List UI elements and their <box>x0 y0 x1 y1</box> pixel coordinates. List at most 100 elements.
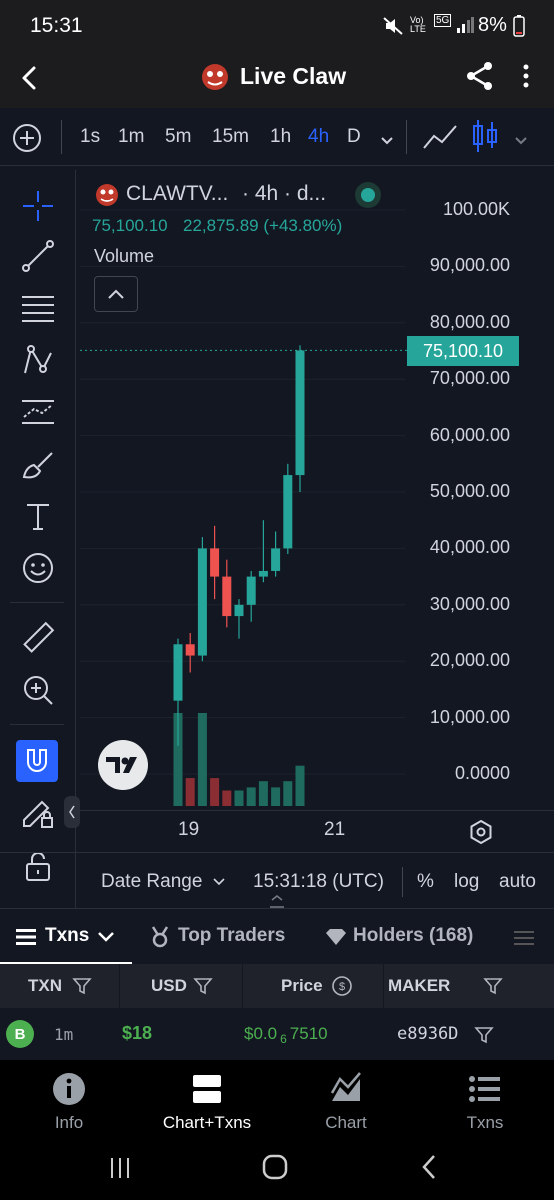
magnet-tool-active[interactable] <box>16 740 58 782</box>
candlestick-icon[interactable] <box>470 118 500 156</box>
zoom-tool[interactable] <box>18 670 58 710</box>
collapse-legend-button[interactable] <box>94 276 138 312</box>
candle-body <box>283 475 293 549</box>
list-icon <box>16 929 36 945</box>
volume-bar <box>185 778 195 806</box>
tab-top-traders[interactable]: Top Traders <box>146 909 306 965</box>
more-tabs-icon[interactable] <box>512 929 536 947</box>
candle-body <box>173 644 183 701</box>
legend-price: 75,100.10 <box>92 216 168 235</box>
percent-scale-toggle[interactable]: % <box>417 871 434 892</box>
data-tabs: Txns Top Traders Holders (168) <box>0 908 554 965</box>
collapse-sidebar-icon[interactable] <box>64 796 80 828</box>
text-tool[interactable] <box>18 496 58 536</box>
y-axis-label: 20,000.00 <box>429 650 510 671</box>
chart-settings-icon[interactable] <box>468 819 494 845</box>
back-arrow-icon[interactable] <box>16 64 44 92</box>
add-indicator-icon[interactable] <box>12 123 42 153</box>
mute-icon <box>383 17 403 35</box>
tf-D[interactable]: D <box>347 126 361 147</box>
y-axis-label: 0.0000 <box>454 763 510 783</box>
prediction-tool[interactable] <box>18 392 58 432</box>
tab-txns[interactable]: Txns <box>0 909 132 965</box>
txn-usd: $18 <box>122 1023 153 1043</box>
recent-apps-icon[interactable] <box>106 1154 134 1182</box>
crosshair-tool[interactable] <box>18 186 58 226</box>
lock-drawings-tool[interactable] <box>18 792 58 832</box>
tf-4h-active[interactable]: 4h <box>308 126 330 147</box>
filter-icon[interactable] <box>193 976 213 996</box>
y-axis-label: 80,000.00 <box>429 311 510 332</box>
tradingview-logo[interactable] <box>98 740 148 790</box>
candle-body <box>246 576 256 605</box>
fib-tool[interactable] <box>18 288 58 328</box>
tf-1s[interactable]: 1s <box>80 126 101 147</box>
candle-body <box>185 644 195 656</box>
home-icon[interactable] <box>260 1152 290 1182</box>
table-row[interactable]: B 1m $18 $0.0 6 7510 e8936D <box>0 1008 554 1062</box>
volume-bar <box>271 787 281 806</box>
y-axis-label: 90,000.00 <box>429 255 510 276</box>
magnet-icon <box>27 749 47 772</box>
area-chart-icon <box>330 1072 361 1101</box>
tab-holders[interactable]: Holders (168) <box>324 909 494 965</box>
nav-info[interactable]: Info <box>0 1060 138 1144</box>
pattern-tool[interactable] <box>18 340 58 380</box>
filter-icon[interactable] <box>474 1025 494 1045</box>
token-logo-icon <box>202 64 228 90</box>
forecast-icon <box>22 400 54 424</box>
col-price[interactable]: Price $ <box>244 964 384 1008</box>
tf-5m[interactable]: 5m <box>165 126 192 147</box>
unlock-tool[interactable] <box>18 846 58 886</box>
txn-maker[interactable]: e8936D <box>397 1024 459 1044</box>
volume-label: Volume <box>94 246 155 266</box>
auto-scale-toggle[interactable]: auto <box>499 871 536 892</box>
filter-icon[interactable] <box>72 976 92 996</box>
col-txn-label: TXN <box>28 976 62 995</box>
volume-bar <box>210 778 220 806</box>
col-maker[interactable]: MAKER <box>385 964 525 1008</box>
network-label: 5G <box>434 14 452 27</box>
txn-age: 1m <box>54 1025 74 1044</box>
measure-tool[interactable] <box>18 618 58 658</box>
status-time: 15:31 <box>30 14 83 37</box>
medal-icon <box>151 926 169 948</box>
info-icon <box>53 1073 85 1105</box>
emoji-tool[interactable] <box>18 548 58 588</box>
col-usd[interactable]: USD <box>121 964 243 1008</box>
nav-chart-txns[interactable]: Chart+Txns <box>138 1060 276 1144</box>
date-range-button[interactable]: Date Range <box>101 871 203 892</box>
symbol-name[interactable]: CLAWTV... <box>126 182 229 205</box>
back-nav-icon[interactable] <box>418 1152 442 1182</box>
y-axis-label: 40,000.00 <box>429 537 510 558</box>
more-options-icon[interactable] <box>518 62 534 92</box>
chart-area[interactable]: CLAWTV... · 4h · d... 75,100.10 22,875.8… <box>80 170 554 810</box>
divider <box>406 120 407 154</box>
x-tick: 19 <box>178 819 200 840</box>
time-axis[interactable]: 19 21 <box>80 810 554 852</box>
candlestick-chart[interactable] <box>80 170 554 810</box>
tf-1h[interactable]: 1h <box>270 126 292 147</box>
volume-bar <box>197 713 207 806</box>
brush-tool[interactable] <box>18 444 58 484</box>
tf-15m[interactable]: 15m <box>212 126 249 147</box>
tf-1m[interactable]: 1m <box>118 126 145 147</box>
volume-bar <box>258 781 268 806</box>
log-scale-toggle[interactable]: log <box>454 871 480 892</box>
chevron-down-icon[interactable] <box>212 877 226 887</box>
chevron-down-icon[interactable] <box>514 136 528 146</box>
zoom-in-icon <box>24 676 53 705</box>
col-txn[interactable]: TXN <box>0 964 120 1008</box>
candle-body <box>222 576 232 617</box>
line-chart-icon[interactable] <box>422 122 458 152</box>
volume-bar <box>222 790 232 806</box>
nav-chart[interactable]: Chart <box>277 1060 415 1144</box>
nav-txns[interactable]: Txns <box>416 1060 554 1144</box>
share-icon[interactable] <box>464 60 496 92</box>
nav-chart-label: Chart <box>325 1113 367 1132</box>
trendline-tool[interactable] <box>18 236 58 276</box>
dollar-circle-icon[interactable]: $ <box>331 975 353 997</box>
filter-icon[interactable] <box>483 976 503 996</box>
utc-clock[interactable]: 15:31:18 (UTC) <box>253 871 384 892</box>
chevron-down-icon[interactable] <box>380 136 394 146</box>
